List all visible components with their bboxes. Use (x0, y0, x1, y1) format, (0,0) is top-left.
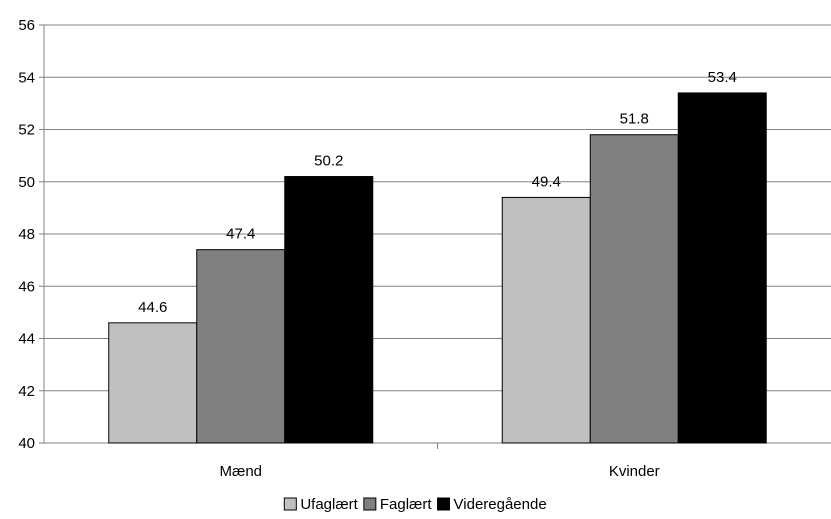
y-tick-label: 54 (18, 69, 35, 86)
data-label-ufagl-rt-kvinder: 49.4 (532, 173, 561, 190)
y-tick-label: 48 (18, 226, 35, 243)
y-tick-label: 56 (18, 17, 35, 34)
y-tick-label: 42 (18, 383, 35, 400)
legend-swatch-viderega-ende (437, 497, 451, 511)
data-label-viderega-ende-kvinder: 53.4 (708, 69, 737, 86)
y-axis: 40 42 44 46 48 50 52 54 56 (18, 17, 45, 452)
legend: Ufaglært Faglært Videregående (283, 496, 547, 513)
bars (108, 92, 767, 444)
legend-label-viderega-ende: Videregående (454, 496, 547, 513)
y-tick-label: 50 (18, 174, 35, 191)
bar-viderega-ende-m-nd (284, 176, 374, 444)
legend-swatch-fagl-rt (363, 497, 377, 511)
bar-ufagl-rt-kvinder (501, 196, 591, 444)
legend-label-ufagl-rt: Ufaglært (300, 496, 358, 513)
legend-label-fagl-rt: Faglært (380, 496, 433, 513)
bar-fagl-rt-m-nd (196, 249, 286, 444)
y-tick-label: 52 (18, 122, 35, 139)
category-label-m-nd: Mænd (219, 463, 262, 480)
x-axis: Mænd Kvinder (44, 442, 831, 480)
data-label-ufagl-rt-m-nd: 44.6 (138, 299, 167, 316)
data-label-viderega-ende-m-nd: 50.2 (314, 153, 343, 170)
bar-fagl-rt-kvinder (589, 134, 679, 444)
category-label-kvinder: Kvinder (609, 463, 660, 480)
legend-swatch-ufagl-rt (283, 497, 297, 511)
data-labels: 44.6 47.4 50.2 49.4 51.8 53.4 (138, 69, 737, 316)
bar-viderega-ende-kvinder (677, 92, 767, 444)
y-tick-label: 44 (18, 331, 35, 348)
y-tick-label: 46 (18, 278, 35, 295)
y-tick-label: 40 (18, 435, 35, 452)
data-label-fagl-rt-kvinder: 51.8 (620, 111, 649, 128)
data-label-fagl-rt-m-nd: 47.4 (226, 226, 255, 243)
bar-ufagl-rt-m-nd (108, 322, 198, 444)
